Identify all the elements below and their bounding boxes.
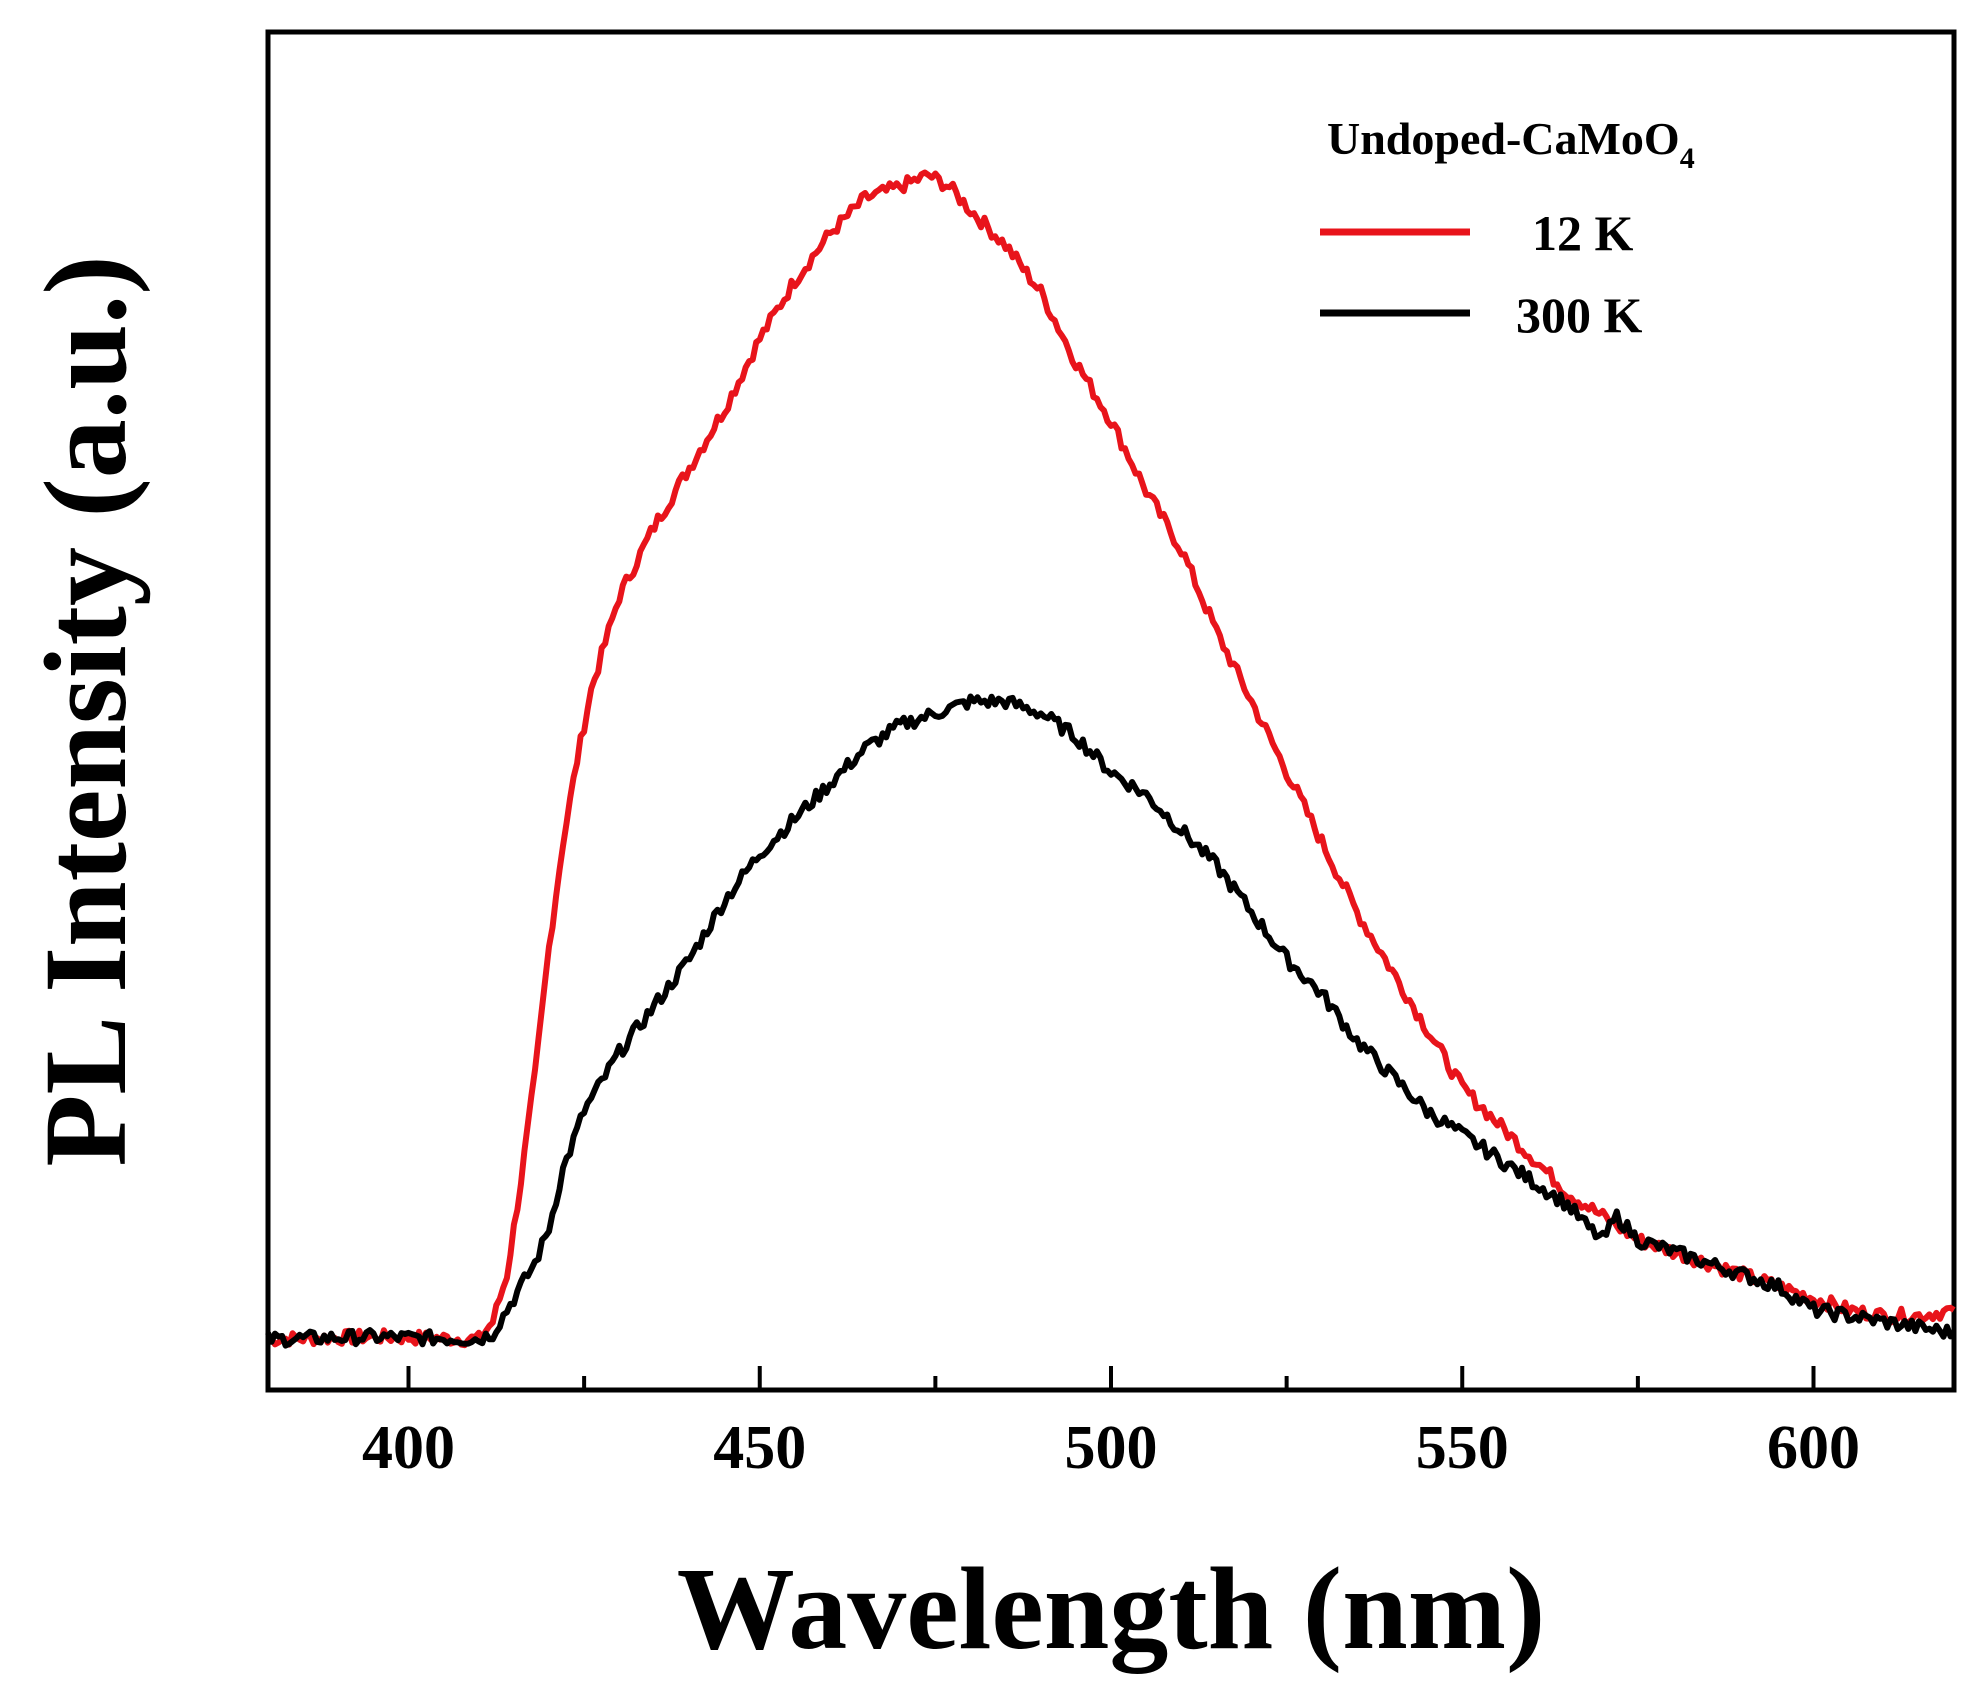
series-line-300k	[265, 693, 1956, 1349]
legend-label-300k: 300 K	[1516, 287, 1643, 343]
series-line-12k	[267, 169, 1956, 1349]
legend-title: Undoped-CaMoO4	[1327, 113, 1695, 175]
x-tick-label: 450	[713, 1414, 806, 1482]
legend-title-main: Undoped-CaMoO	[1327, 113, 1680, 164]
x-axis-title: Wavelength (nm)	[677, 1543, 1546, 1674]
x-tick-label: 600	[1767, 1414, 1860, 1482]
legend-label-12k: 12 K	[1532, 205, 1634, 261]
legend-title-subscript: 4	[1680, 142, 1695, 175]
y-axis-title: PL Intensity (a.u.)	[20, 255, 151, 1166]
x-axis-ticks	[406, 1366, 1816, 1390]
x-axis-tick-labels: 400 450 500 550 600	[362, 1414, 1860, 1482]
x-tick-label: 550	[1416, 1414, 1509, 1482]
legend: Undoped-CaMoO4 12 K 300 K	[1320, 113, 1695, 343]
x-tick-label: 400	[362, 1414, 455, 1482]
series-group	[265, 169, 1956, 1349]
x-tick-label: 500	[1065, 1414, 1158, 1482]
